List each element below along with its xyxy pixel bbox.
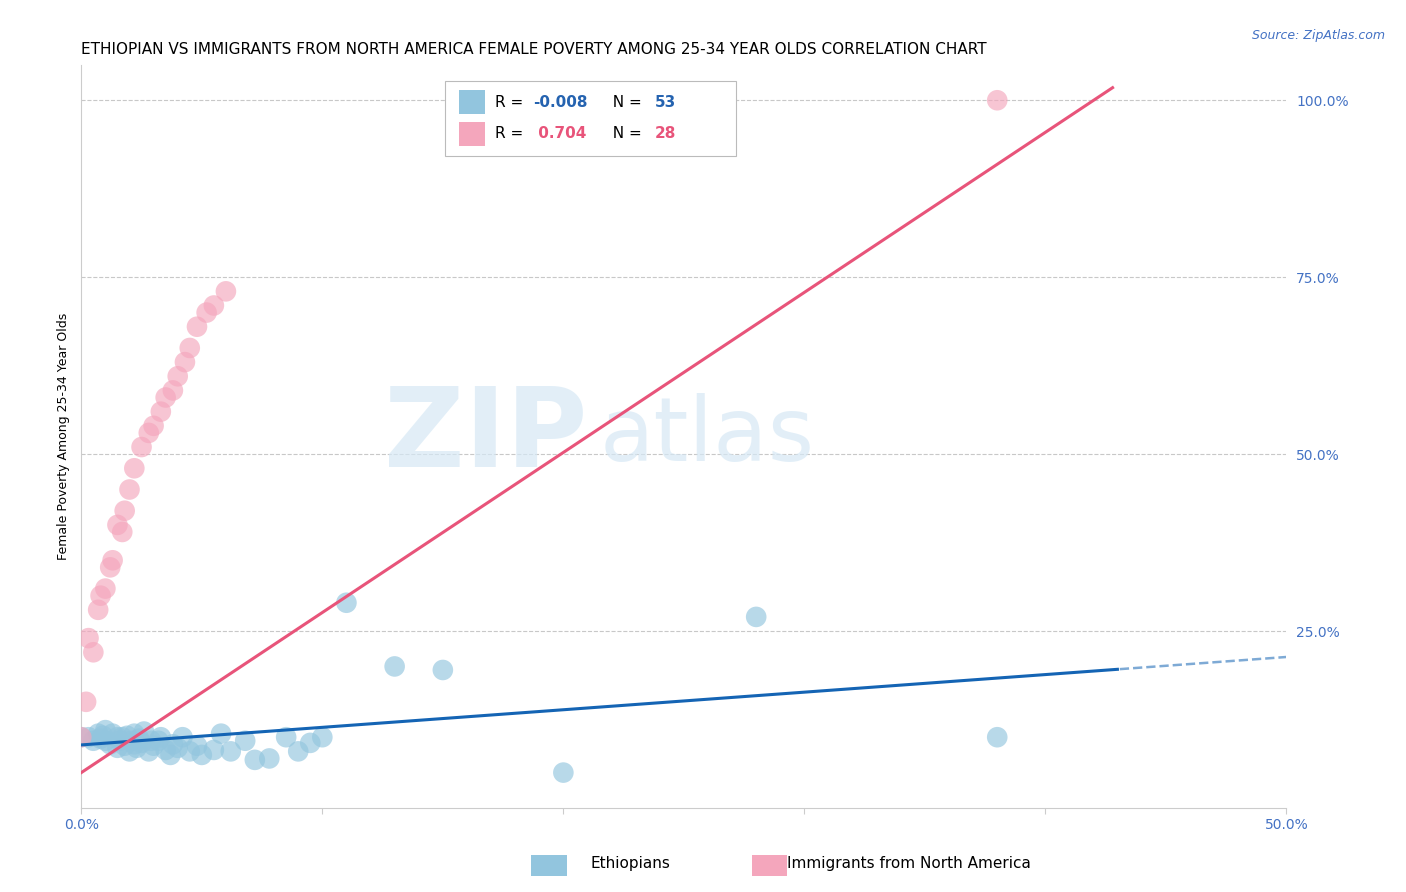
Text: N =: N = xyxy=(603,127,647,142)
Point xyxy=(131,736,153,750)
Text: 53: 53 xyxy=(655,95,676,110)
Point xyxy=(155,743,177,757)
Point xyxy=(111,730,134,744)
Point xyxy=(159,747,181,762)
Point xyxy=(107,740,129,755)
Point xyxy=(335,596,357,610)
Point xyxy=(179,744,201,758)
Point xyxy=(202,743,225,757)
Point xyxy=(149,730,172,744)
Point xyxy=(98,737,121,751)
Point xyxy=(299,736,322,750)
Point xyxy=(107,517,129,532)
Point xyxy=(87,727,110,741)
Point xyxy=(94,733,117,747)
Point xyxy=(384,659,406,673)
Point xyxy=(82,645,104,659)
Point xyxy=(128,731,150,746)
Point xyxy=(287,744,309,758)
Point xyxy=(202,298,225,312)
Point xyxy=(243,753,266,767)
Point xyxy=(124,461,146,475)
Point xyxy=(124,737,146,751)
FancyBboxPatch shape xyxy=(458,90,485,114)
Point xyxy=(131,440,153,454)
Point xyxy=(121,733,143,747)
Point xyxy=(142,418,165,433)
Point xyxy=(70,730,93,744)
Point xyxy=(75,695,97,709)
Text: N =: N = xyxy=(603,95,647,110)
Point xyxy=(259,751,281,765)
Point xyxy=(90,589,112,603)
Point xyxy=(114,739,136,753)
Point xyxy=(162,384,184,398)
FancyBboxPatch shape xyxy=(458,122,485,146)
Point xyxy=(114,504,136,518)
Text: ETHIOPIAN VS IMMIGRANTS FROM NORTH AMERICA FEMALE POVERTY AMONG 25-34 YEAR OLDS : ETHIOPIAN VS IMMIGRANTS FROM NORTH AMERI… xyxy=(82,42,987,57)
Text: Source: ZipAtlas.com: Source: ZipAtlas.com xyxy=(1251,29,1385,42)
Point xyxy=(166,369,188,384)
Point xyxy=(166,740,188,755)
Point xyxy=(115,729,138,743)
Text: ZIP: ZIP xyxy=(384,383,588,490)
Point xyxy=(233,733,256,747)
Point xyxy=(124,727,146,741)
Text: R =: R = xyxy=(495,95,527,110)
Point xyxy=(138,425,160,440)
Point xyxy=(155,391,177,405)
Point xyxy=(101,727,124,741)
Point xyxy=(986,730,1008,744)
Point xyxy=(118,483,141,497)
Point xyxy=(174,355,197,369)
Point xyxy=(94,582,117,596)
Point xyxy=(172,730,194,744)
Text: atlas: atlas xyxy=(599,393,814,480)
Point xyxy=(138,744,160,758)
Point xyxy=(195,305,218,319)
Point xyxy=(70,730,93,744)
Point xyxy=(186,319,208,334)
FancyBboxPatch shape xyxy=(446,81,735,156)
Text: Immigrants from North America: Immigrants from North America xyxy=(787,856,1031,871)
Text: 28: 28 xyxy=(655,127,676,142)
Text: -0.008: -0.008 xyxy=(533,95,588,110)
Point xyxy=(186,739,208,753)
Point xyxy=(77,631,100,645)
Point xyxy=(98,560,121,574)
Point xyxy=(101,553,124,567)
Point xyxy=(82,733,104,747)
Point xyxy=(77,730,100,744)
Point xyxy=(118,744,141,758)
Point xyxy=(91,729,114,743)
Point xyxy=(108,733,131,747)
Point xyxy=(276,730,298,744)
Point xyxy=(90,731,112,746)
Text: R =: R = xyxy=(495,127,527,142)
Point xyxy=(219,744,242,758)
Point xyxy=(215,285,238,299)
Point xyxy=(148,733,170,747)
Point xyxy=(107,730,129,744)
Point xyxy=(432,663,454,677)
Point xyxy=(149,404,172,418)
Point xyxy=(553,765,575,780)
Text: 0.704: 0.704 xyxy=(533,127,586,142)
Point xyxy=(87,603,110,617)
Point xyxy=(311,730,333,744)
Point xyxy=(111,524,134,539)
Point xyxy=(179,341,201,355)
Point xyxy=(132,724,155,739)
Point xyxy=(209,727,232,741)
Point xyxy=(94,723,117,738)
Point xyxy=(986,93,1008,107)
Text: Ethiopians: Ethiopians xyxy=(591,856,671,871)
Point xyxy=(745,610,768,624)
Y-axis label: Female Poverty Among 25-34 Year Olds: Female Poverty Among 25-34 Year Olds xyxy=(58,313,70,560)
Point xyxy=(191,747,214,762)
Point xyxy=(142,739,165,753)
Point xyxy=(141,733,163,747)
Point xyxy=(162,737,184,751)
Point xyxy=(125,740,148,755)
